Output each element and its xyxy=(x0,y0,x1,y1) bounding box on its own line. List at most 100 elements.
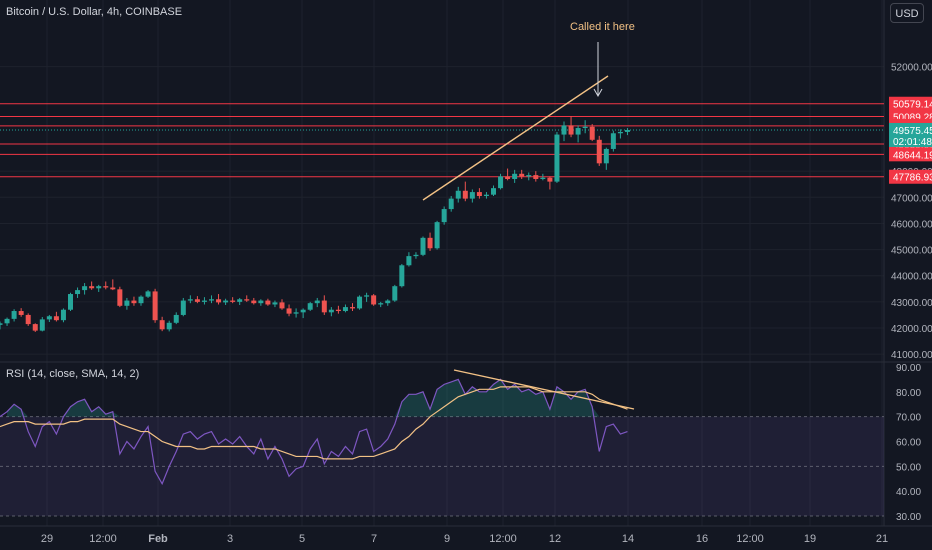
candle-body xyxy=(624,129,630,132)
candle-body xyxy=(194,299,200,302)
candle-body xyxy=(476,192,482,196)
price-tick-label: 41000.00 xyxy=(891,350,932,361)
candle-body xyxy=(209,299,214,301)
price-level-tag-label: 48644.19 xyxy=(893,150,932,161)
time-tick-label: 7 xyxy=(371,533,377,545)
candle-body xyxy=(406,256,412,266)
candle-body xyxy=(342,307,348,312)
time-tick-label: 16 xyxy=(696,533,708,545)
annotation-arrowhead xyxy=(593,88,603,98)
rsi-tick-label: 60.00 xyxy=(896,438,921,449)
candle-body xyxy=(230,300,236,302)
rsi-trendline xyxy=(453,369,635,410)
price-tick-label: 42000.00 xyxy=(891,324,932,335)
candle-body xyxy=(519,173,525,177)
candle-body xyxy=(124,300,130,306)
candle-body xyxy=(251,300,257,304)
rsi-tick-label: 70.00 xyxy=(896,413,921,424)
time-tick-label: 21 xyxy=(876,533,888,545)
candle-body xyxy=(392,286,398,301)
time-tick-label: 3 xyxy=(227,533,233,545)
currency-button[interactable]: USD xyxy=(890,3,924,23)
candle-body xyxy=(589,126,595,140)
candle-body xyxy=(258,300,264,304)
candle-body xyxy=(441,209,447,223)
time-tick-label: 12:00 xyxy=(736,533,764,545)
candle-body xyxy=(427,237,433,249)
candle-body xyxy=(152,291,158,321)
candle-body xyxy=(596,139,602,164)
candle-body xyxy=(117,289,123,306)
time-tick-label: Feb xyxy=(148,533,168,545)
candle-body xyxy=(159,320,165,330)
candle-body xyxy=(110,287,116,290)
candle-body xyxy=(216,299,222,303)
candle-body xyxy=(512,173,518,180)
price-level-tag xyxy=(889,96,932,111)
annotation-text[interactable]: Called it here xyxy=(570,21,635,33)
rsi-tick-label: 80.00 xyxy=(896,388,921,399)
candle-body xyxy=(11,311,17,319)
candle-body xyxy=(462,190,468,199)
candle-body xyxy=(434,222,440,249)
time-axis: 29 12:00 Feb 3 5 7 9 12:00 12 14 16 12:00 19 21 xyxy=(41,533,888,545)
candle-body xyxy=(53,316,59,321)
candle-body xyxy=(420,237,426,255)
candle-body xyxy=(180,300,186,315)
candle-body xyxy=(286,308,292,314)
candle-body xyxy=(300,309,306,313)
candle-body xyxy=(610,133,616,149)
candle-body xyxy=(307,303,313,310)
rsi-band-fill xyxy=(0,416,884,517)
time-tick-label: 19 xyxy=(804,533,816,545)
candle-body xyxy=(60,309,66,321)
candle-body xyxy=(547,177,553,182)
candle-body xyxy=(483,194,489,196)
price-level-tag-label: 50579.14 xyxy=(893,100,932,111)
candle-body xyxy=(575,128,581,135)
price-level-tag xyxy=(889,169,932,184)
candle-body xyxy=(385,300,391,304)
candle-body xyxy=(223,300,229,303)
time-tick-label: 12 xyxy=(549,533,561,545)
candle-body xyxy=(265,300,271,305)
candle-body xyxy=(75,290,81,295)
candle-body xyxy=(561,125,567,135)
rsi-tick-label: 40.00 xyxy=(896,487,921,498)
candle-body xyxy=(498,176,504,189)
price-tick-label: 52000.00 xyxy=(891,63,932,74)
candle-body xyxy=(554,134,560,182)
candle-body xyxy=(103,286,109,288)
candle-body xyxy=(448,198,454,210)
chart-title: Bitcoin / U.S. Dollar, 4h, COINBASE xyxy=(6,6,183,18)
horizontal-lines xyxy=(0,103,884,178)
candle-body xyxy=(350,307,355,309)
candle-body xyxy=(603,148,609,164)
candle-body xyxy=(321,300,327,313)
time-tick-label: 14 xyxy=(622,533,634,545)
price-tick-label: 46000.00 xyxy=(891,219,932,230)
candle-body xyxy=(328,309,334,313)
candle-body xyxy=(314,300,320,304)
candle-body xyxy=(173,314,179,323)
candle-body xyxy=(364,295,370,297)
candle-body xyxy=(568,125,574,135)
last-price-countdown: 02:01:48 xyxy=(893,137,932,148)
candle-body xyxy=(131,300,137,304)
candle-body xyxy=(138,296,144,304)
price-level-tag xyxy=(889,147,932,162)
candle-body xyxy=(18,311,24,315)
candle-body xyxy=(39,319,45,331)
price-tick-label: 47000.00 xyxy=(891,193,932,204)
candle-body xyxy=(96,286,102,289)
candle-body xyxy=(25,314,31,325)
candle-body xyxy=(533,175,539,180)
candle-body xyxy=(187,299,193,301)
last-price-label: 49575.45 xyxy=(893,126,932,137)
candle-body xyxy=(89,286,95,289)
rsi-title[interactable]: RSI (14, close, SMA, 14, 2) xyxy=(6,368,140,380)
price-level-tag-label: 47786.93 xyxy=(893,173,932,184)
price-tick-label: 45000.00 xyxy=(891,246,932,257)
candle-body xyxy=(371,295,377,305)
